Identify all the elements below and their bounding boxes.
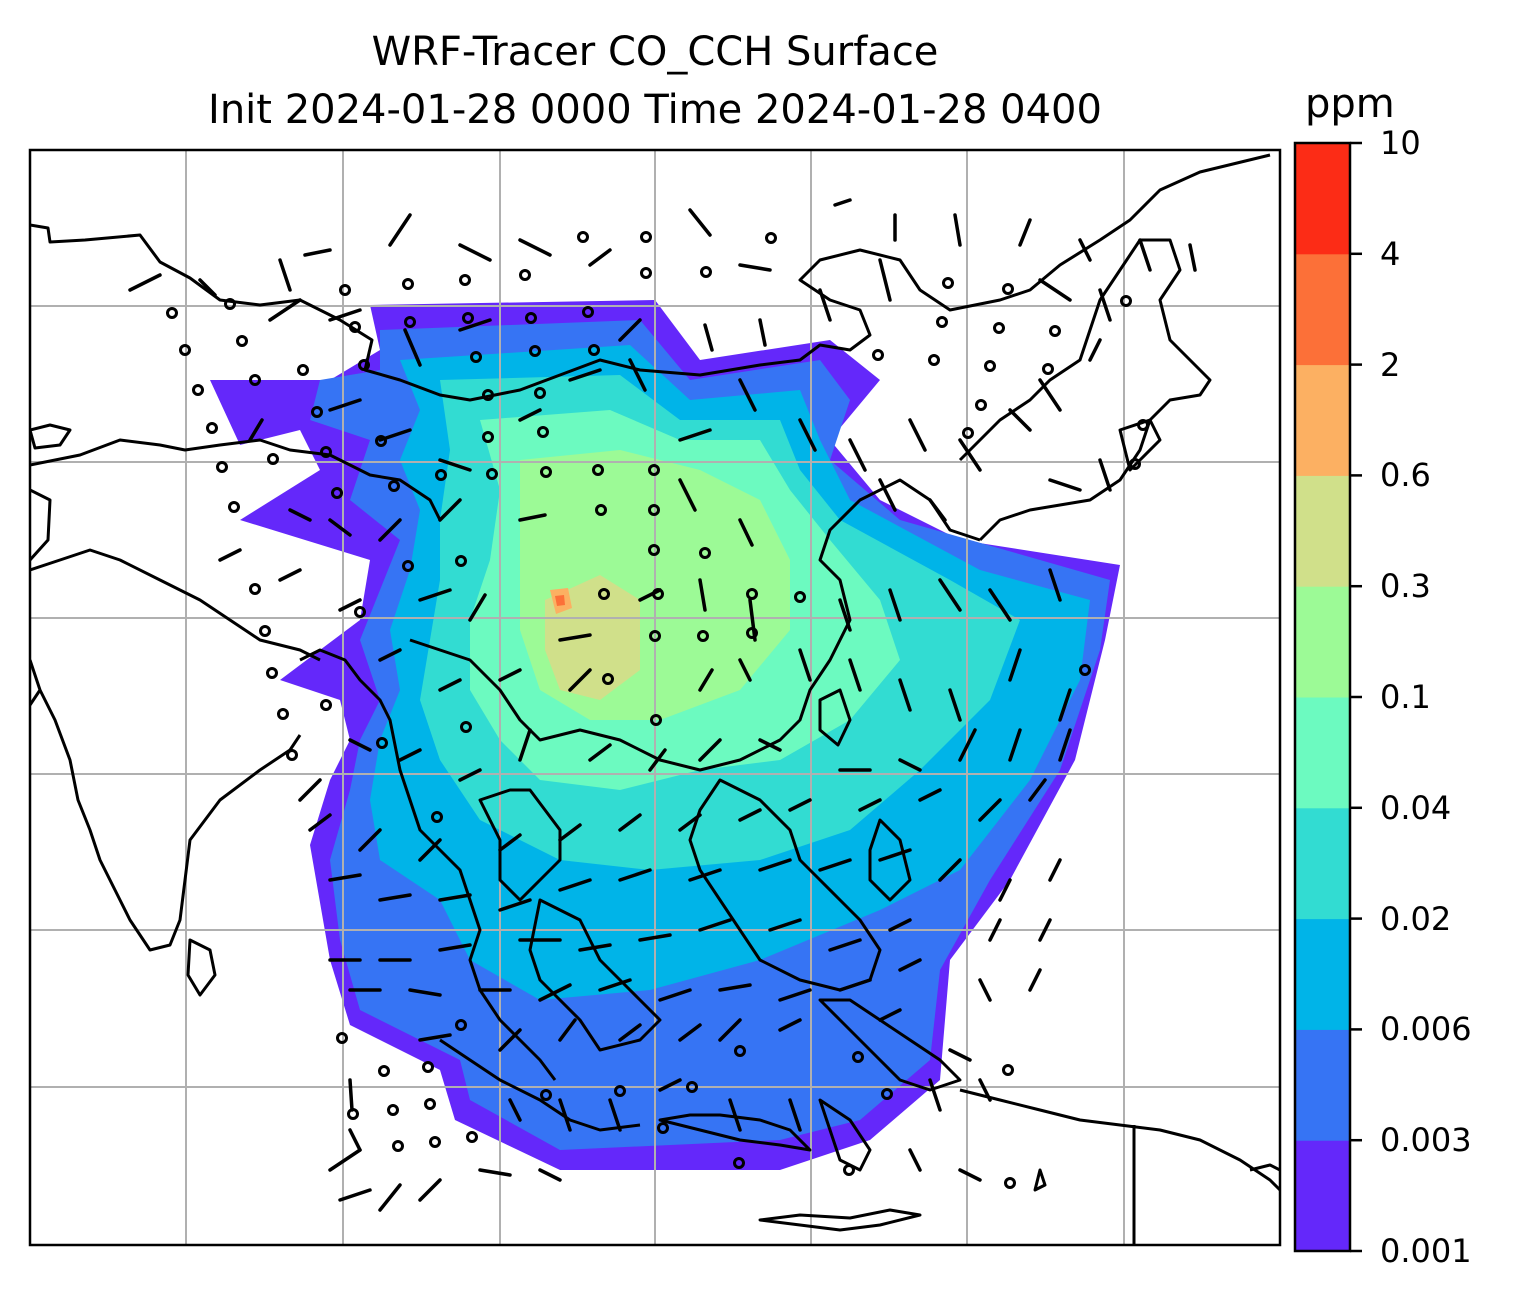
map-frame (28, 148, 1282, 1247)
colorbar-tick-label-5: 0.1 (1380, 678, 1431, 716)
colorbar-bin-4 (1295, 697, 1350, 809)
map-title-line2: Init 2024-01-28 0000 Time 2024-01-28 040… (208, 87, 1102, 133)
colorbar-bin-5 (1295, 586, 1350, 698)
colorbar-tick-label-2: 0.006 (1380, 1010, 1472, 1049)
colorbar-tick-label-3: 0.02 (1380, 899, 1452, 938)
colorbar-tick-label-6: 0.3 (1380, 567, 1431, 606)
colorbar-tick-label-8: 2 (1380, 345, 1401, 384)
field-level-8 (555, 595, 565, 606)
colorbar-unit-label: ppm (1305, 81, 1395, 127)
colorbar-bin-8 (1295, 253, 1350, 366)
colorbar-bin-0 (1295, 1140, 1350, 1252)
colorbar-tick-label-9: 4 (1380, 234, 1401, 273)
colorbar-tick-label-0: 0.001 (1380, 1232, 1472, 1270)
colorbar-tick-label-1: 0.003 (1380, 1121, 1472, 1160)
colorbar-bin-6 (1295, 475, 1350, 587)
colorbar-bin-2 (1295, 918, 1350, 1030)
map-title-line1: WRF-Tracer CO_CCH Surface (371, 29, 939, 75)
colorbar-bin-9 (1295, 143, 1350, 255)
map-gridlines (30, 150, 1280, 1245)
colorbar-frame (1293, 141, 1352, 1253)
colorbar-bin-1 (1295, 1029, 1350, 1141)
wind-barbs (128, 198, 1197, 1212)
colorbar-bin-3 (1295, 807, 1350, 920)
calm-wind-circles (166, 231, 1149, 1189)
colorbar-tick-label-10: 10 (1380, 124, 1421, 162)
colorbar-bin-7 (1295, 364, 1350, 476)
colorbar-tick-label-7: 0.6 (1380, 456, 1431, 495)
colorbar (1295, 141, 1362, 1253)
colorbar-tick-label-4: 0.04 (1380, 788, 1452, 827)
